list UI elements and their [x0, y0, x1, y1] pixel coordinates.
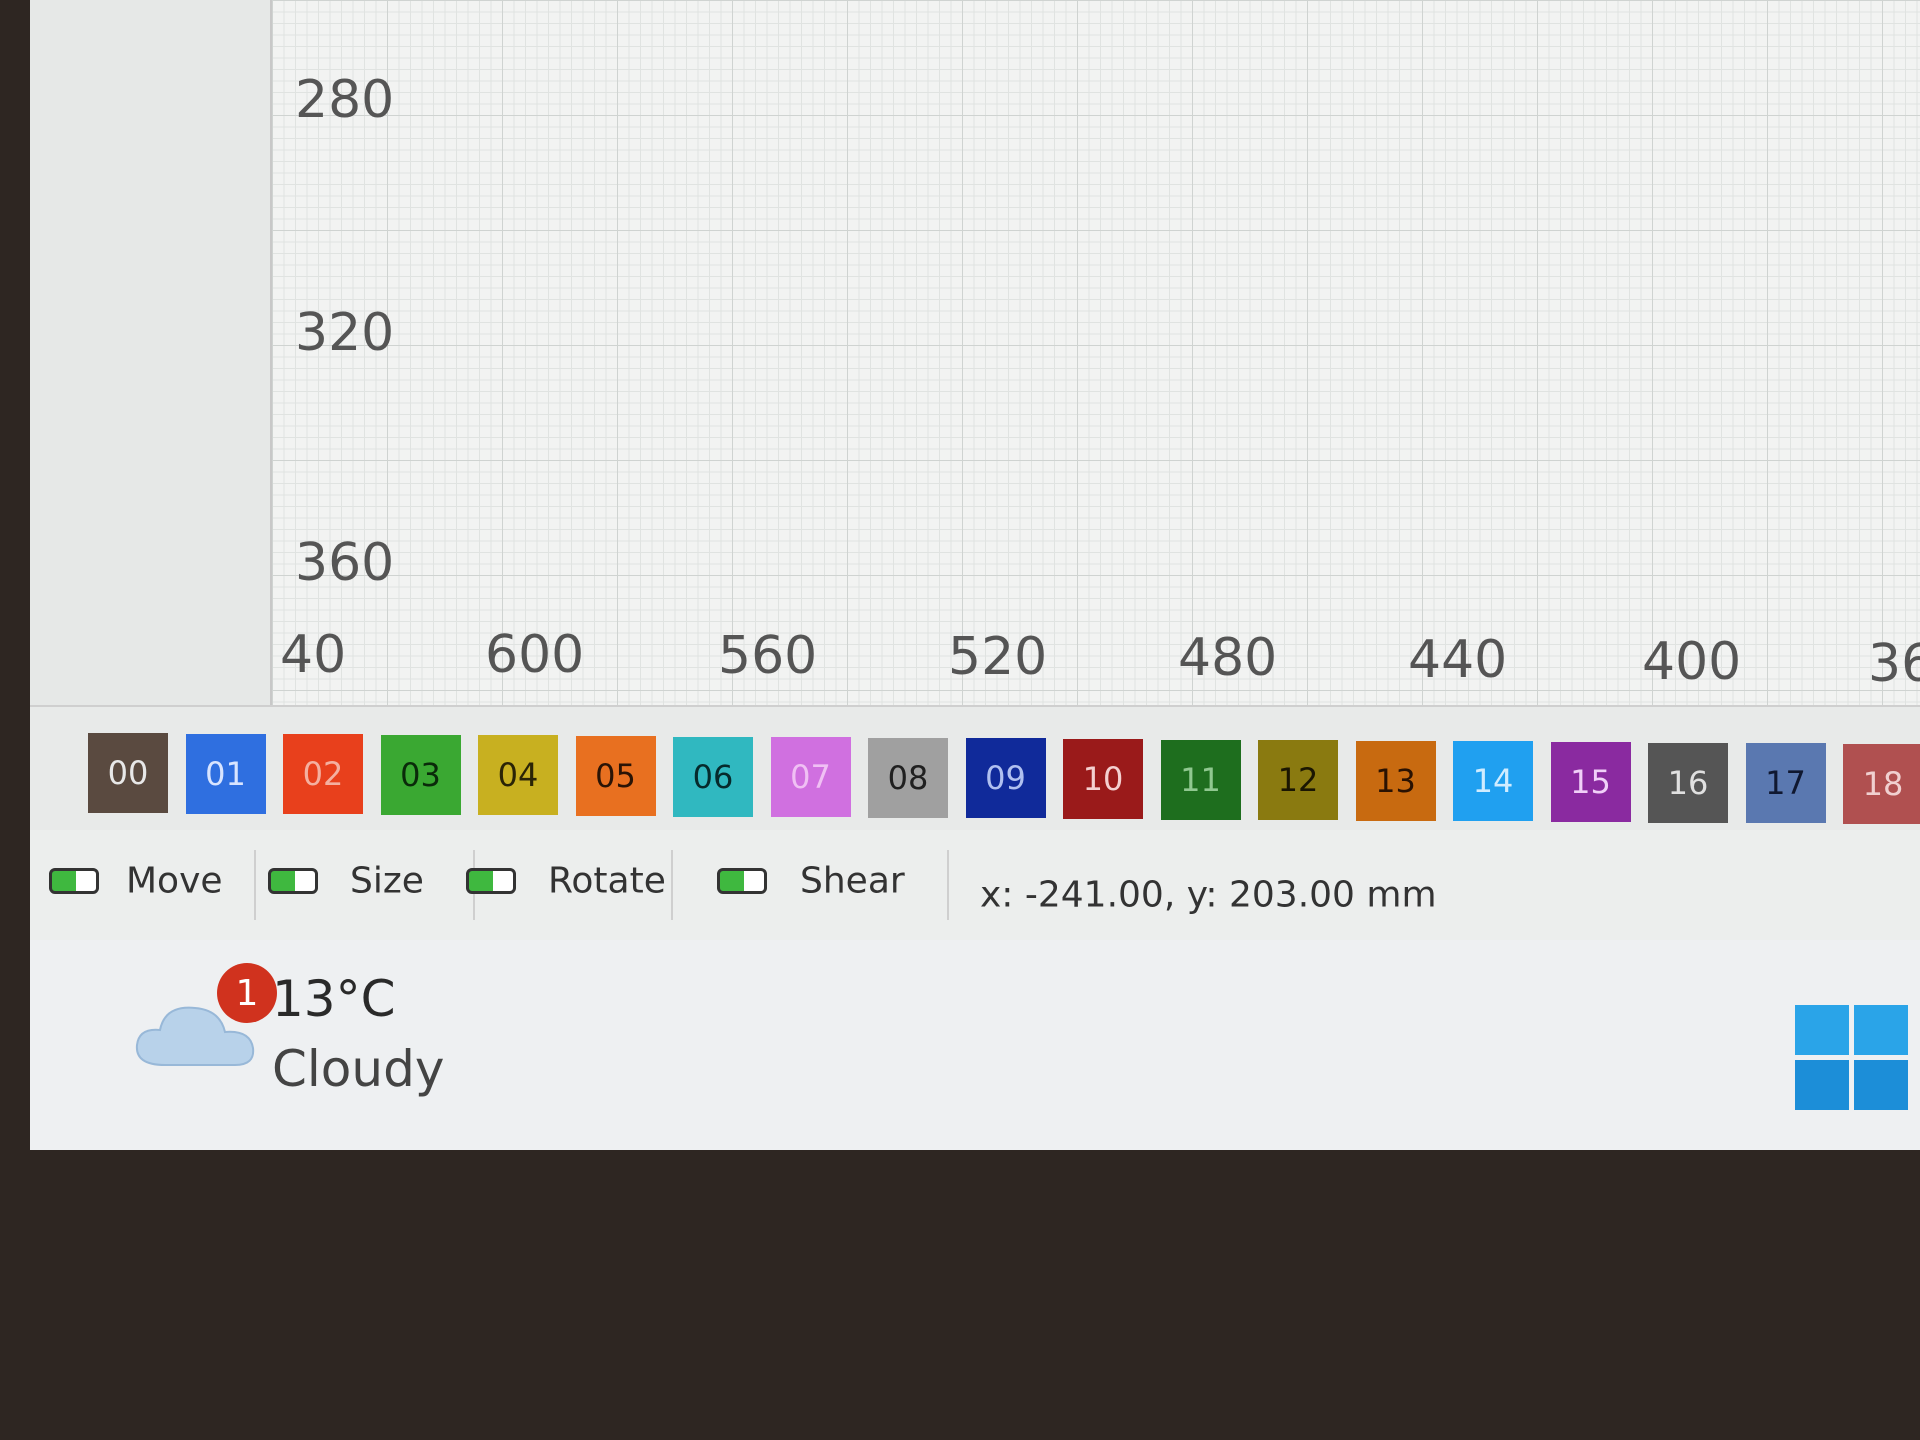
color-swatch[interactable]: 07: [770, 737, 851, 818]
color-swatch[interactable]: 03: [380, 734, 461, 815]
weather-condition: Cloudy: [272, 1040, 445, 1098]
toggle-label: Size: [350, 860, 424, 902]
toolbar: Move Size Rotate Shear x: -241.00, y: 203.00…: [30, 830, 1920, 943]
color-swatch[interactable]: 14: [1453, 741, 1533, 822]
color-swatch[interactable]: 17: [1745, 743, 1826, 824]
color-swatch[interactable]: 00: [88, 733, 168, 813]
toggle-switch[interactable]: [268, 868, 318, 894]
toggle-label: Shear: [800, 860, 905, 902]
color-swatch[interactable]: 09: [965, 738, 1046, 819]
weather-icon: [135, 963, 277, 1066]
color-swatch[interactable]: 16: [1648, 742, 1728, 823]
horizontal-ruler-label: 400: [1642, 632, 1742, 692]
divider: [671, 850, 673, 920]
weather-badge: 1: [235, 972, 259, 1014]
color-swatch[interactable]: 11: [1160, 739, 1241, 820]
toggle-switch[interactable]: [717, 868, 767, 894]
color-palette: 00 01 02 03 04 05 06 07 08 09 10 11 12 13 14 15 16 17 18: [30, 705, 1920, 832]
vertical-ruler-label: 280: [295, 70, 395, 130]
color-swatch[interactable]: 04: [478, 735, 558, 816]
divider: [254, 850, 256, 920]
color-swatch[interactable]: 12: [1258, 740, 1338, 821]
coordinates: x: -241.00, y: 203.00 mm: [980, 874, 1437, 916]
screen: 00 01 02 03 04 05 06 07 08 09 10 11 12 13 14 15 16 17 18 M…: [30, 0, 1920, 1150]
taskbar: 1 13°C Cloudy: [30, 940, 1920, 1150]
weather-temperature: 13°C: [272, 970, 396, 1028]
horizontal-ruler-label: 480: [1178, 628, 1278, 688]
horizontal-ruler-label: 560: [718, 626, 818, 686]
color-swatch[interactable]: 01: [185, 733, 266, 814]
horizontal-ruler-label: 600: [485, 625, 585, 685]
vertical-ruler-label: 320: [295, 303, 395, 363]
color-swatch[interactable]: 18: [1843, 743, 1920, 824]
color-swatch[interactable]: 08: [868, 737, 948, 818]
horizontal-ruler-label: 520: [948, 627, 1048, 687]
toggle-label: Move: [126, 860, 223, 902]
color-swatch[interactable]: 10: [1063, 739, 1143, 819]
start-button[interactable]: [1795, 1005, 1910, 1113]
canvas: [272, 0, 1920, 705]
horizontal-ruler-label: 36: [1868, 634, 1920, 694]
toggle-label: Rotate: [548, 860, 666, 902]
color-swatch[interactable]: 15: [1550, 742, 1631, 822]
horizontal-ruler-label: 440: [1408, 630, 1508, 690]
color-swatch[interactable]: 13: [1355, 740, 1436, 821]
color-swatch[interactable]: 06: [673, 736, 753, 817]
toggle-switch[interactable]: [49, 868, 99, 894]
vertical-ruler-label: 360: [295, 533, 395, 593]
left-panel: [30, 0, 272, 710]
horizontal-ruler-label: 40: [280, 625, 347, 685]
toggle-switch[interactable]: [466, 868, 516, 894]
color-swatch[interactable]: 02: [283, 734, 363, 815]
color-swatch[interactable]: 05: [575, 736, 656, 816]
divider: [947, 850, 949, 920]
